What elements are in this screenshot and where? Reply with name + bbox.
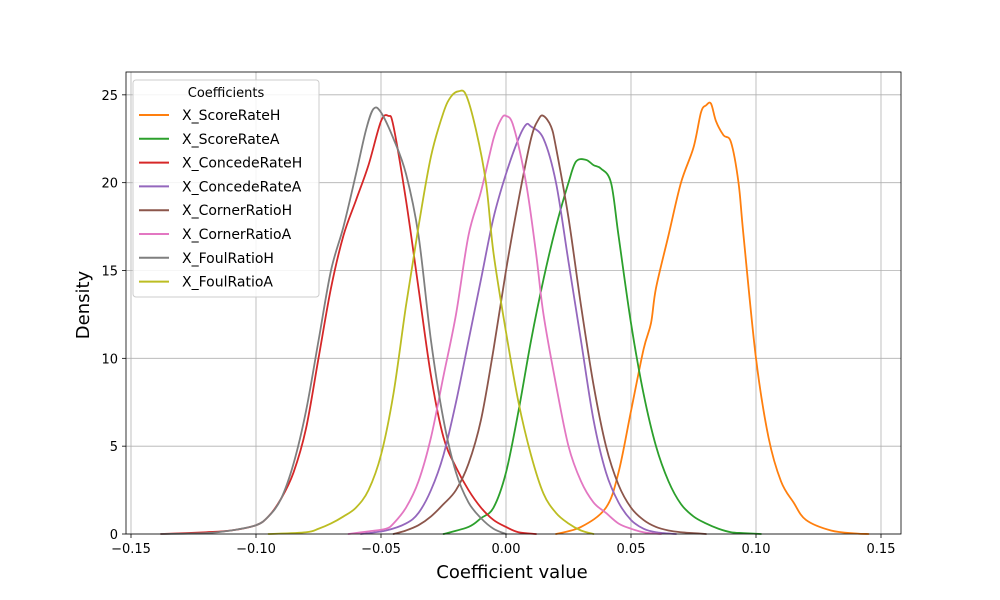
x-tick-label: −0.10 [236, 542, 276, 557]
x-tick-label: 0.00 [492, 542, 521, 557]
series-line-x-scoreratea [444, 159, 762, 534]
legend-label: X_ConcedeRateH [182, 156, 302, 172]
y-tick-label: 0 [110, 528, 118, 543]
x-tick-label: 0.10 [742, 542, 771, 557]
legend-label: X_ScoreRateA [182, 132, 280, 148]
y-axis-title: Density [73, 270, 94, 339]
y-tick-label: 10 [101, 352, 118, 367]
legend-label: X_CornerRatioA [182, 227, 292, 243]
legend-label: X_FoulRatioA [182, 275, 273, 291]
series-line-x-scorerateh [556, 103, 869, 534]
legend-label: X_ConcedeRateA [182, 179, 302, 195]
y-tick-label: 20 [101, 177, 118, 192]
legend-label: X_CornerRatioH [182, 203, 292, 219]
legend-title: Coefficients [188, 86, 265, 101]
y-tick-label: 15 [101, 265, 118, 280]
legend: Coefficients X_ScoreRateH X_ScoreRateA X_C… [133, 80, 319, 297]
x-axis-title: Coefficient value [436, 562, 587, 583]
y-tick-label: 5 [110, 440, 118, 455]
legend-label: X_ScoreRateH [182, 108, 280, 124]
x-tick-label: 0.05 [617, 542, 646, 557]
x-tick-label: 0.15 [867, 542, 896, 557]
x-tick-label: −0.05 [361, 542, 401, 557]
y-tick-label: 25 [101, 89, 118, 104]
legend-label: X_FoulRatioH [182, 251, 274, 267]
x-tick-label: −0.15 [111, 542, 151, 557]
series-line-x-cornerratioh [394, 115, 707, 534]
